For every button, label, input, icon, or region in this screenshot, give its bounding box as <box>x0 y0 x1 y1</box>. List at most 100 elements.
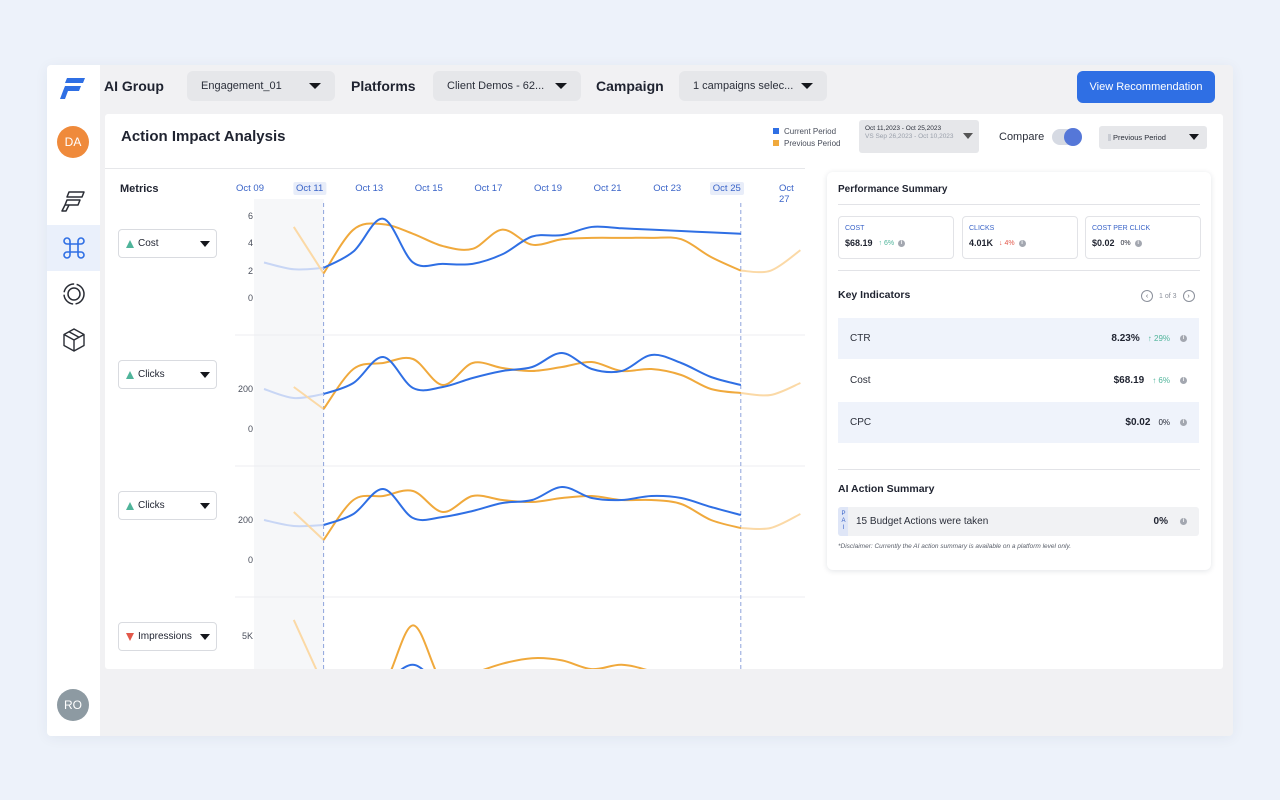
user-avatar[interactable]: DA <box>57 126 89 158</box>
stat-number: $0.02 <box>1092 238 1115 248</box>
chevron-down-icon <box>200 241 210 247</box>
metric-name: Clicks <box>138 369 165 380</box>
x-tick-label: Oct 25 <box>709 182 744 195</box>
y-tick-label: 5K <box>241 631 253 642</box>
page-title: Action Impact Analysis <box>121 128 286 145</box>
app-window: DA RO AI Group Engagement_01 <box>47 65 1233 736</box>
compare-toggle[interactable] <box>1052 128 1082 146</box>
chart-panel-clicks <box>263 485 801 541</box>
y-tick-label: 2 <box>247 265 253 276</box>
divider <box>838 204 1200 205</box>
stat-label: CLICKS <box>969 225 995 232</box>
series-previous-outside-period <box>740 249 801 274</box>
campaign-value: 1 campaigns selec... <box>693 80 794 92</box>
y-tick-label: 0 <box>247 555 253 565</box>
key-indicator-row-cpc: CPC $0.02 0% i <box>838 402 1199 443</box>
key-indicators-title: Key Indicators <box>838 289 911 301</box>
x-tick-label: Oct 09 <box>236 183 264 194</box>
series-current-outside-period <box>263 519 324 528</box>
x-tick-label: Oct 11 <box>292 182 327 195</box>
ai-group-label: AI Group <box>104 78 164 94</box>
compare-period-select[interactable]: Previous Period <box>1099 126 1207 149</box>
pager-text: 1 of 3 <box>1159 292 1177 300</box>
date-range-picker[interactable]: Oct 11,2023 - Oct 25,2023 VS Sep 26,2023… <box>859 120 979 153</box>
stat-value: $0.02 0% i <box>1092 238 1194 248</box>
chevron-right-icon[interactable]: › <box>1182 290 1195 302</box>
campaign-select[interactable]: 1 campaigns selec... <box>679 71 827 101</box>
sidebar: DA RO <box>47 65 100 736</box>
cube-icon <box>62 328 85 352</box>
stat-number: 4.01K <box>969 238 994 248</box>
stat-cost: COST $68.19 ↑ 6% i <box>838 216 954 259</box>
metric-select-clicks[interactable]: Clicks <box>118 360 217 389</box>
ai-group-select[interactable]: Engagement_01 <box>187 71 335 101</box>
metric-select-impressions[interactable]: Impressions <box>118 622 217 651</box>
trend-up-icon <box>126 239 134 248</box>
nav-item-products[interactable] <box>47 317 100 363</box>
info-icon[interactable]: i <box>1018 239 1026 247</box>
brand-logo-icon[interactable] <box>59 76 87 100</box>
chevron-down-icon <box>200 503 210 509</box>
x-tick-label: Oct 17 <box>474 183 503 194</box>
toggle-knob <box>1064 128 1082 146</box>
action-impact-panel: Action Impact Analysis Current Period Pr… <box>105 114 1223 669</box>
indicator-value: $68.19 <box>1113 375 1145 386</box>
platforms-value: Client Demos - 62... <box>447 80 545 92</box>
nav-item-targeting[interactable] <box>47 271 100 317</box>
stat-value: 4.01K ↓ 4% i <box>969 238 1071 248</box>
chart-panel-impressions <box>292 619 648 669</box>
chart-panel-clicks <box>263 351 801 410</box>
divider <box>838 270 1200 271</box>
ai-action-value: 0% <box>1153 516 1168 527</box>
account-avatar[interactable]: RO <box>57 689 89 721</box>
series-current-period <box>323 351 742 395</box>
series-previous-period <box>322 356 741 410</box>
ai-action-row: PAI 15 Budget Actions were taken 0% i <box>838 507 1199 536</box>
info-icon[interactable]: i <box>1180 518 1187 525</box>
stat-value: $68.19 ↑ 6% i <box>845 238 947 248</box>
series-current-period <box>400 663 424 669</box>
key-indicators-pager: ‹ 1 of 3 › <box>1135 290 1201 302</box>
metrics-chart: Metrics Oct 09 Oct 11 Oct 13 Oct 15 Oct 17 Oc… <box>105 168 805 669</box>
summary-card: Performance Summary COST $68.19 ↑ 6% i CLI… <box>827 172 1211 570</box>
platforms-select[interactable]: Client Demos - 62... <box>433 71 581 101</box>
legend-swatch-previous <box>773 140 779 146</box>
compare-period-value: Previous Period <box>1113 133 1166 142</box>
indicator-value: 8.23% <box>1111 333 1140 344</box>
series-previous-outside-period <box>293 386 325 410</box>
view-recommendation-button[interactable]: View Recommendation <box>1077 71 1215 103</box>
ai-action-summary-title: AI Action Summary <box>838 483 935 495</box>
chevron-down-icon <box>801 83 813 89</box>
date-compare-value: VS Sep 26,2023 - Oct 10,2023 <box>865 133 954 140</box>
stat-change: ↑ 6% <box>878 239 895 247</box>
nav-item-brand[interactable] <box>47 178 100 224</box>
metric-select-clicks-2[interactable]: Clicks <box>118 491 217 520</box>
info-icon[interactable]: i <box>898 239 906 247</box>
y-tick-label: 200 <box>237 384 253 394</box>
info-icon[interactable]: i <box>1180 335 1187 342</box>
chevron-left-icon[interactable]: ‹ <box>1141 290 1153 302</box>
legend-current: Current Period <box>773 126 840 138</box>
indicator-name: CPC <box>850 417 872 428</box>
metric-select-cost[interactable]: Cost <box>118 229 217 258</box>
nav-item-command[interactable] <box>47 225 100 271</box>
y-tick-label: 200 <box>237 515 253 525</box>
metric-name: Impressions <box>138 631 192 642</box>
ai-action-text: 15 Budget Actions were taken <box>856 516 989 527</box>
legend-previous: Previous Period <box>773 138 840 150</box>
stat-number: $68.19 <box>845 238 873 248</box>
info-icon[interactable]: i <box>1180 419 1187 426</box>
info-icon[interactable]: i <box>1134 239 1142 247</box>
y-tick-label: 0 <box>247 293 253 303</box>
stat-cost-per-click: COST PER CLICK $0.02 0% i <box>1085 216 1201 259</box>
chart-legend: Current Period Previous Period <box>773 126 840 150</box>
target-ring-icon <box>62 283 85 305</box>
compare-label: Compare <box>999 131 1045 143</box>
legend-current-label: Current Period <box>784 127 837 136</box>
indicator-change: ↑ 6% <box>1152 376 1170 385</box>
stat-change: ↓ 4% <box>999 239 1015 247</box>
stat-label: COST <box>845 225 865 232</box>
chevron-down-icon <box>555 83 567 89</box>
series-current-outside-period <box>263 261 324 271</box>
info-icon[interactable]: i <box>1180 377 1187 384</box>
